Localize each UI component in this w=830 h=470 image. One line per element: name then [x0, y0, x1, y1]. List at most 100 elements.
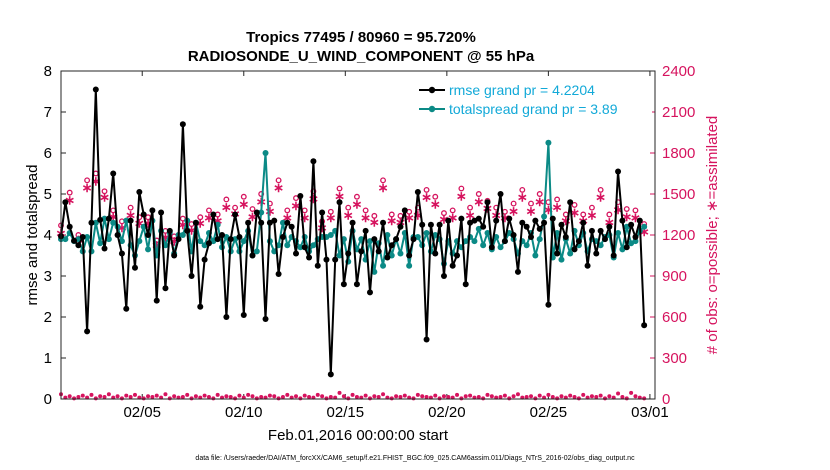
obs-rejected-point	[559, 394, 564, 399]
totalspread-point	[136, 238, 143, 245]
obs-assimilated-point: ∗	[299, 210, 310, 225]
y-tick-label: 1	[44, 350, 52, 367]
totalspread-point	[558, 256, 565, 263]
rmse-point	[323, 256, 330, 263]
obs-rejected-point	[315, 392, 320, 397]
obs-rejected-point	[476, 394, 481, 399]
obs-possible-point	[449, 207, 456, 214]
obs-rejected-point	[206, 394, 211, 399]
y-axis-right-label: # of obs: o=possible; ∗=assimilated	[704, 116, 721, 355]
x-tick-label: 02/15	[327, 404, 365, 421]
obs-assimilated-point: ∗	[282, 210, 293, 225]
obs-rejected-point	[233, 396, 238, 401]
rmse-point	[536, 225, 543, 232]
rmse-point	[319, 209, 326, 216]
obs-assimilated-point: ∗	[64, 192, 75, 207]
obs-rejected-point	[72, 396, 77, 401]
obs-rejected-point	[529, 394, 534, 399]
obs-rejected-point	[189, 396, 194, 401]
rmse-point	[358, 248, 365, 255]
obs-assimilated-point: ∗	[369, 214, 380, 229]
rmse-point	[131, 264, 138, 271]
obs-rejected-point	[285, 392, 290, 397]
rmse-point	[136, 188, 143, 195]
totalspread-point	[258, 209, 265, 216]
totalspread-point	[284, 242, 291, 249]
rmse-point	[541, 219, 548, 226]
obs-assimilated-point: ∗	[160, 229, 171, 244]
obs-rejected-point	[337, 390, 342, 395]
rmse-point	[414, 188, 421, 195]
rmse-point	[601, 236, 608, 243]
obs-rejected-point	[98, 394, 103, 399]
rmse-point	[293, 250, 300, 257]
obs-rejected-point	[272, 394, 277, 399]
rmse-point	[375, 248, 382, 255]
obs-assimilated-point: ∗	[386, 213, 397, 228]
obs-assimilated-point: ∗	[621, 209, 632, 224]
obs-assimilated-point: ∗	[82, 180, 93, 195]
tick-labels: 02/05 02/10 02/15 02/20 02/25 03/010123456780…	[44, 63, 696, 421]
legend-box	[415, 80, 652, 118]
rmse-point	[593, 250, 600, 257]
x-tick-label: 02/05	[123, 404, 161, 421]
totalspread-point	[632, 238, 639, 245]
rmse-point	[610, 252, 617, 259]
obs-assimilated-point: ∗	[439, 212, 450, 227]
rmse-point	[427, 221, 434, 228]
obs-rejected-point	[511, 394, 516, 399]
obs-assimilated-point: ∗	[508, 203, 519, 218]
obs-assimilated-point: ∗	[586, 208, 597, 223]
totalspread-point	[279, 219, 286, 226]
obs-rejected-point	[594, 394, 599, 399]
obs-assimilated-point: ∗	[247, 209, 258, 224]
obs-assimilated-point: ∗	[604, 214, 615, 229]
obs-assimilated-point: ∗	[395, 214, 406, 229]
obs-rejected-point	[298, 396, 303, 401]
obs-assimilated-point: ∗	[221, 199, 232, 214]
obs-rejected-point	[394, 394, 399, 399]
obs-rejected-point	[119, 396, 124, 401]
obs-rejected-point	[202, 393, 207, 398]
obs-assimilated-point: ∗	[499, 210, 510, 225]
obs-assimilated-point: ∗	[639, 224, 650, 239]
rmse-point	[336, 199, 343, 206]
chart-title: Tropics 77495 / 80960 = 95.720%	[246, 29, 476, 46]
obs-rejected-point	[489, 394, 494, 399]
obs-rejected-point	[589, 394, 594, 399]
obs-series: ∗∗∗∗∗∗∗∗∗∗∗∗∗∗∗∗∗∗∗ ∗∗∗∗∗∗∗∗∗∗∗∗∗∗∗∗∗∗∗∗∗…	[56, 170, 650, 401]
obs-rejected-point	[267, 393, 272, 398]
rmse-point	[110, 170, 117, 177]
obs-assimilated-point: ∗	[116, 220, 127, 235]
obs-rejected-point	[537, 393, 542, 398]
rmse-point	[462, 281, 469, 288]
obs-assimilated-point: ∗	[560, 213, 571, 228]
obs-rejected-point	[185, 392, 190, 397]
obs-rejected-point	[363, 393, 368, 398]
totalspread-point	[179, 232, 186, 238]
obs-possible-point	[362, 207, 369, 214]
obs-rejected-point	[502, 393, 507, 398]
obs-rejected-point	[250, 394, 255, 399]
obs-rejected-point	[80, 393, 85, 398]
obs-possible-point	[458, 185, 465, 192]
obs-rejected-point	[533, 396, 538, 401]
rmse-point	[380, 219, 387, 226]
obs-assimilated-point: ∗	[143, 216, 154, 231]
totalspread-point	[327, 232, 334, 238]
rmse-point	[71, 237, 78, 244]
rmse-point	[101, 245, 108, 252]
obs-rejected-point	[146, 394, 151, 399]
rmse-point	[510, 232, 517, 238]
obs-rejected-point	[607, 394, 612, 399]
rmse-point	[210, 211, 217, 218]
rmse-point	[641, 322, 648, 329]
obs-rejected-point	[546, 392, 551, 397]
obs-rejected-point	[211, 396, 216, 401]
obs-rejected-point	[616, 391, 621, 396]
obs-rejected-point	[128, 394, 133, 399]
obs-rejected-point	[515, 392, 520, 397]
obs-rejected-point	[163, 392, 168, 397]
rmse-point	[571, 246, 578, 253]
rmse-point	[580, 219, 587, 226]
